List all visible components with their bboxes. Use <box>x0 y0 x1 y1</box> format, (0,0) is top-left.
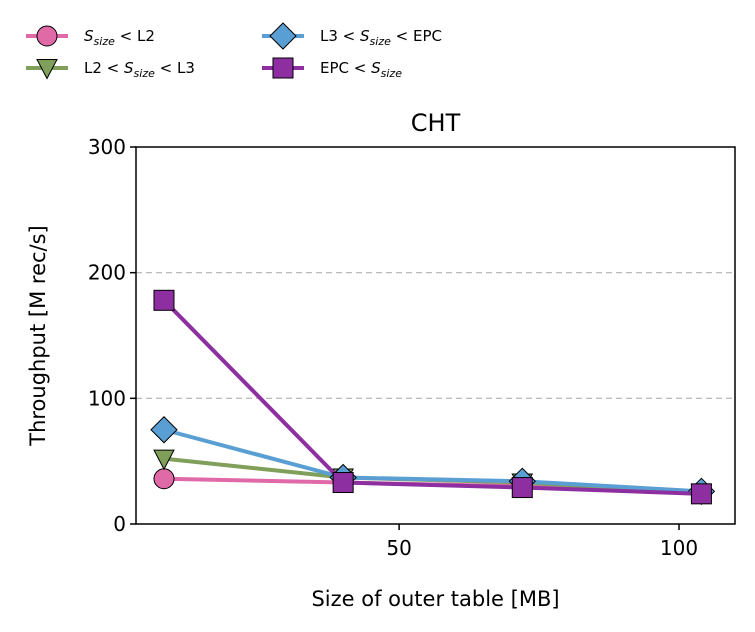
legend-marker <box>269 22 297 50</box>
legend-label: Ssize < L2 <box>84 27 155 48</box>
legend-item: L2 < Ssize < L3 <box>26 59 195 80</box>
x-tick-label: 100 <box>660 536 698 560</box>
data-point <box>690 483 712 505</box>
legend-marker <box>36 25 58 47</box>
y-tick-label: 100 <box>88 386 126 410</box>
x-tick-label: 50 <box>386 536 411 560</box>
plot-frame <box>135 146 736 525</box>
data-point <box>153 468 175 490</box>
legend-marker <box>36 59 58 80</box>
series-line <box>161 298 704 496</box>
legend-label: L3 < Ssize < EPC <box>320 27 442 48</box>
legend-item: EPC < Ssize <box>262 57 402 80</box>
y-tick-label: 300 <box>88 135 126 159</box>
legend-item: L3 < Ssize < EPC <box>262 22 442 50</box>
legend-marker <box>272 57 294 79</box>
data-point <box>153 449 175 471</box>
chart-title: CHT <box>411 109 461 137</box>
data-point <box>153 289 175 311</box>
y-axis-label: Throughput [M rec/s] <box>26 225 50 447</box>
legend-item: Ssize < L2 <box>26 25 155 48</box>
series-epc-s-size <box>153 289 712 505</box>
x-axis-label: Size of outer table [MB] <box>311 587 559 611</box>
legend: Ssize < L2 L2 < Ssize < L3 L3 < Ssize < EP… <box>26 22 442 80</box>
data-point <box>332 472 354 494</box>
legend-label: L2 < Ssize < L3 <box>84 59 195 80</box>
ticks: 0 100 200 300 50 100 <box>88 135 698 560</box>
data-point <box>150 416 178 444</box>
y-tick-label: 200 <box>88 261 126 285</box>
data-point <box>511 477 533 499</box>
series-group <box>150 289 716 506</box>
legend-label: EPC < Ssize <box>320 59 402 80</box>
y-tick-label: 0 <box>113 512 126 536</box>
series-line <box>161 427 704 494</box>
